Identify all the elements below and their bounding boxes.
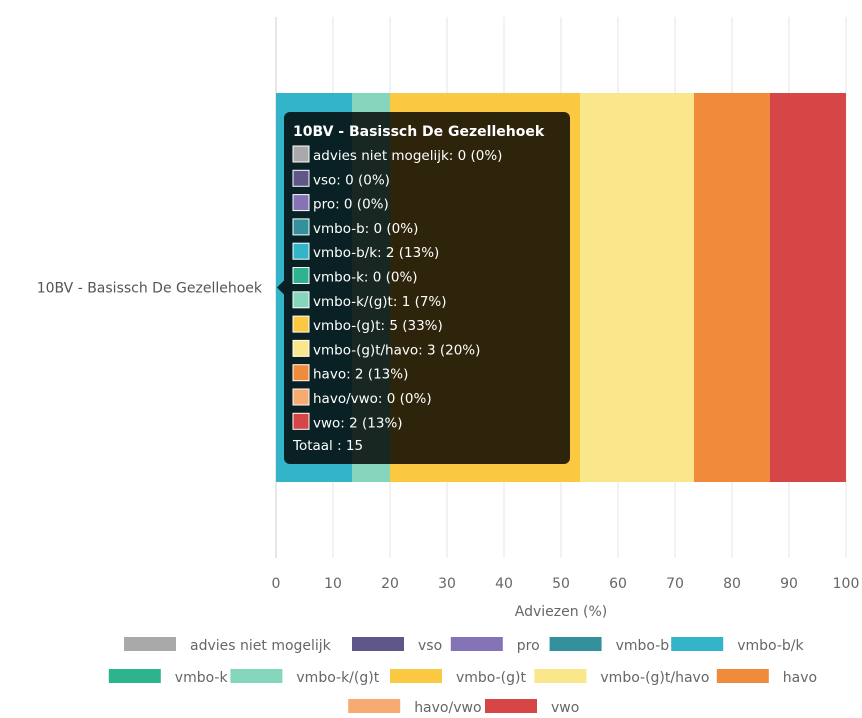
legend-label: vmbo-k bbox=[175, 670, 229, 686]
tooltip-swatch bbox=[292, 291, 310, 309]
legend-swatch bbox=[534, 669, 587, 683]
legend-swatch bbox=[485, 699, 537, 713]
tooltip-swatch bbox=[292, 242, 310, 260]
tooltip-swatch bbox=[292, 364, 310, 382]
legend-label: vmbo-k/(g)t bbox=[296, 670, 379, 686]
x-axis-title: Adviezen (%) bbox=[515, 604, 608, 620]
legend-swatch bbox=[352, 637, 404, 651]
tooltip-line: havo/vwo: 0 (0%) bbox=[313, 391, 432, 407]
legend-swatch bbox=[549, 637, 602, 651]
tooltip-line: vmbo-b/k: 2 (13%) bbox=[313, 245, 439, 261]
tooltip-swatch bbox=[292, 412, 310, 430]
bar-segment-vmbo-g-t-havo[interactable] bbox=[579, 93, 694, 482]
bar-segment-vwo[interactable] bbox=[769, 93, 846, 482]
legend-swatch bbox=[671, 637, 724, 651]
legend-swatch bbox=[716, 669, 769, 683]
tooltip-line: vwo: 2 (13%) bbox=[313, 415, 403, 431]
tooltip-line: pro: 0 (0%) bbox=[313, 197, 389, 213]
tooltip-caret bbox=[277, 280, 284, 295]
tooltip-swatch bbox=[292, 267, 310, 284]
x-tick-label: 40 bbox=[495, 576, 513, 592]
tooltip-title: 10BV - Basissch De Gezellehoek bbox=[293, 124, 545, 140]
legend-item[interactable]: advies niet mogelijk bbox=[124, 637, 332, 654]
legend-label: vmbo-(g)t bbox=[456, 670, 526, 686]
legend-swatch bbox=[390, 669, 442, 683]
legend-item[interactable]: vmbo-(g)t bbox=[390, 669, 526, 686]
tooltip-swatch bbox=[292, 339, 310, 357]
legend-swatch bbox=[348, 699, 401, 713]
x-tick-label: 30 bbox=[438, 576, 456, 592]
tooltip-swatch bbox=[292, 315, 310, 333]
bar-segment-havo[interactable] bbox=[693, 93, 770, 482]
legend-label: vmbo-b bbox=[616, 638, 670, 654]
legend: advies niet mogelijk vso pro vmbo-b vmbo-b/k… bbox=[108, 637, 817, 716]
x-tick-label: 70 bbox=[666, 576, 684, 592]
legend-label: vmbo-(g)t/havo bbox=[600, 670, 709, 686]
x-axis: 0 10 20 30 40 50 60 70 80 90 100 bbox=[272, 576, 860, 592]
x-tick-label: 50 bbox=[552, 576, 570, 592]
tooltip-line: vso: 0 (0%) bbox=[313, 172, 390, 188]
legend-swatch bbox=[124, 637, 176, 651]
tooltip-line: vmbo-k/(g)t: 1 (7%) bbox=[313, 294, 447, 310]
legend-item[interactable]: vmbo-(g)t/havo bbox=[534, 669, 709, 686]
legend-swatch bbox=[108, 669, 161, 683]
tooltip-swatch bbox=[292, 169, 310, 187]
legend-item[interactable]: pro bbox=[450, 637, 540, 654]
legend-item[interactable]: vwo bbox=[485, 699, 579, 716]
legend-item[interactable]: vmbo-b/k bbox=[671, 637, 804, 654]
category-label: 10BV - Basissch De Gezellehoek bbox=[37, 281, 263, 297]
legend-item[interactable]: havo/vwo bbox=[348, 699, 482, 716]
legend-item[interactable]: vso bbox=[352, 637, 442, 654]
legend-swatch bbox=[450, 637, 503, 651]
tooltip-swatch bbox=[292, 194, 310, 212]
tooltip-line: havo: 2 (13%) bbox=[313, 367, 408, 383]
legend-label: vmbo-b/k bbox=[737, 638, 804, 654]
legend-item[interactable]: vmbo-k/(g)t bbox=[230, 669, 380, 686]
x-tick-label: 0 bbox=[272, 576, 281, 592]
x-tick-label: 90 bbox=[780, 576, 798, 592]
x-tick-label: 80 bbox=[723, 576, 741, 592]
legend-swatch bbox=[230, 669, 283, 683]
legend-label: havo/vwo bbox=[414, 700, 481, 716]
legend-label: pro bbox=[517, 638, 540, 654]
tooltip-line: vmbo-k: 0 (0%) bbox=[313, 270, 418, 286]
legend-item[interactable]: vmbo-k bbox=[108, 669, 229, 686]
legend-label: havo bbox=[783, 670, 817, 686]
x-tick-label: 20 bbox=[381, 576, 399, 592]
tooltip-box bbox=[284, 112, 570, 464]
tooltip: 10BV - Basissch De Gezellehoek advies nie… bbox=[277, 112, 570, 464]
legend-label: vso bbox=[418, 638, 442, 654]
x-tick-label: 60 bbox=[609, 576, 627, 592]
tooltip-total: Totaal : 15 bbox=[292, 438, 363, 454]
legend-item[interactable]: vmbo-b bbox=[549, 637, 670, 654]
tooltip-line: advies niet mogelijk: 0 (0%) bbox=[313, 148, 502, 164]
legend-item[interactable]: havo bbox=[716, 669, 817, 686]
tooltip-line: vmbo-(g)t: 5 (33%) bbox=[313, 318, 443, 334]
legend-label: advies niet mogelijk bbox=[190, 638, 332, 654]
tooltip-line: vmbo-(g)t/havo: 3 (20%) bbox=[313, 342, 480, 358]
tooltip-swatch bbox=[292, 145, 310, 163]
legend-label: vwo bbox=[551, 700, 579, 716]
tooltip-swatch bbox=[292, 218, 310, 236]
y-axis: 10BV - Basissch De Gezellehoek bbox=[37, 281, 263, 297]
tooltip-line: vmbo-b: 0 (0%) bbox=[313, 221, 418, 237]
x-tick-label: 10 bbox=[324, 576, 342, 592]
tooltip-swatch bbox=[292, 388, 310, 406]
x-tick-label: 100 bbox=[833, 576, 860, 592]
